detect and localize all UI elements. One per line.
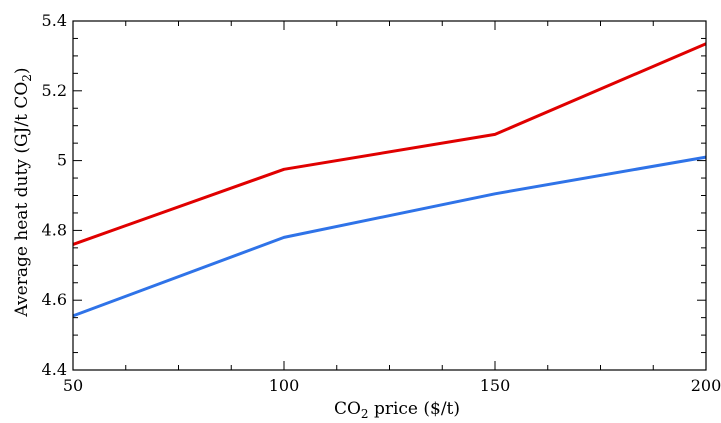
x-tick-label: 200: [691, 376, 721, 395]
y-tick-label: 5.4: [42, 11, 67, 30]
y-axis-label-main: Average heat duty (GJ/t CO: [12, 82, 32, 318]
y-axis-label: Average heat duty (GJ/t CO2): [12, 67, 34, 317]
y-axis-label-sub: 2: [20, 74, 34, 82]
x-tick-label: 150: [480, 376, 511, 395]
x-axis-label-rest: price ($/t): [369, 399, 460, 419]
x-tick-label: 100: [269, 376, 300, 395]
series-line-2: [73, 157, 706, 316]
y-tick-label: 4.8: [42, 220, 67, 239]
y-tick-label: 5.2: [42, 81, 67, 100]
plot-frame: [73, 21, 706, 370]
ticks-layer: [73, 21, 706, 370]
y-tick-label: 5: [57, 151, 67, 170]
y-tick-label: 4.6: [42, 290, 67, 309]
x-axis-label-sub: 2: [361, 407, 369, 421]
x-axis-label-main: CO: [334, 399, 361, 419]
x-axis-label: CO2 price ($/t): [334, 399, 460, 421]
series-layer: [73, 44, 706, 316]
y-axis-label-rest: ): [12, 67, 32, 74]
y-tick-label: 4.4: [42, 360, 67, 379]
